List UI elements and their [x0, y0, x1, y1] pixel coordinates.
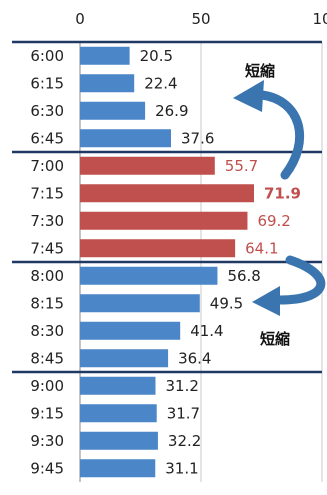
- value-label: 20.5: [140, 47, 173, 65]
- category-label: 9:00: [30, 377, 64, 395]
- bar: [80, 74, 135, 93]
- category-label: 7:30: [30, 212, 64, 230]
- bar: [80, 184, 254, 203]
- value-label: 36.4: [178, 349, 211, 367]
- bar: [80, 101, 146, 120]
- category-label: 9:15: [30, 404, 64, 422]
- value-label: 37.6: [181, 129, 214, 147]
- category-label: 8:45: [30, 349, 64, 367]
- value-label: 55.7: [225, 157, 258, 175]
- value-label: 69.2: [257, 212, 290, 230]
- value-label: 71.9: [264, 184, 301, 202]
- bar: [80, 294, 200, 313]
- shorten-arrow-bottom: [275, 255, 326, 305]
- value-label: 56.8: [227, 267, 260, 285]
- category-label: 6:45: [30, 129, 64, 147]
- group-separators: [12, 40, 322, 374]
- bars: [80, 46, 254, 478]
- category-labels: 6:00 6:15 6:30 6:45 7:00 7:15 7:30 7:45 8:00 8:15…: [30, 47, 64, 478]
- value-label: 64.1: [245, 239, 278, 257]
- x-tick-label: 50: [191, 10, 210, 28]
- value-label: 26.9: [155, 102, 188, 120]
- bar: [80, 156, 215, 175]
- annotation-shorten-bottom: 短縮: [260, 330, 290, 348]
- category-label: 7:15: [30, 184, 64, 202]
- category-label: 7:00: [30, 157, 64, 175]
- bar: [80, 129, 171, 148]
- x-axis-ticks: 0 50 10: [75, 10, 327, 28]
- bar: [80, 321, 181, 340]
- bar: [80, 46, 130, 65]
- category-label: 6:15: [30, 74, 64, 92]
- value-label: 41.4: [190, 322, 223, 340]
- value-label: 31.1: [165, 459, 198, 477]
- x-tick-label: 0: [75, 10, 85, 28]
- bar: [80, 239, 236, 258]
- bar: [80, 404, 157, 423]
- shorten-arrow-top: [257, 90, 304, 180]
- value-label: 31.2: [166, 377, 199, 395]
- bar: [80, 431, 158, 450]
- bar: [80, 459, 156, 478]
- category-label: 8:15: [30, 294, 64, 312]
- shorten-arrow-top-head: [233, 80, 264, 112]
- value-labels: 20.5 22.4 26.9 37.6 55.7 71.9 69.2 64.1 56.8 49.5…: [140, 47, 301, 478]
- value-label: 49.5: [210, 294, 243, 312]
- category-label: 7:45: [30, 239, 64, 257]
- x-tick-label: 10: [312, 10, 327, 28]
- bar: [80, 349, 169, 368]
- bar: [80, 211, 248, 230]
- shorten-arrow-bottom-head: [252, 286, 280, 316]
- category-label: 6:30: [30, 102, 64, 120]
- category-label: 6:00: [30, 47, 64, 65]
- category-label: 8:00: [30, 267, 64, 285]
- bar: [80, 376, 156, 395]
- value-label: 32.2: [168, 432, 201, 450]
- value-label: 31.7: [167, 404, 200, 422]
- category-label: 9:30: [30, 432, 64, 450]
- category-label: 9:45: [30, 459, 64, 477]
- bar: [80, 266, 218, 285]
- annotation-shorten-top: 短縮: [245, 62, 275, 80]
- value-label: 22.4: [144, 74, 177, 92]
- category-label: 8:30: [30, 322, 64, 340]
